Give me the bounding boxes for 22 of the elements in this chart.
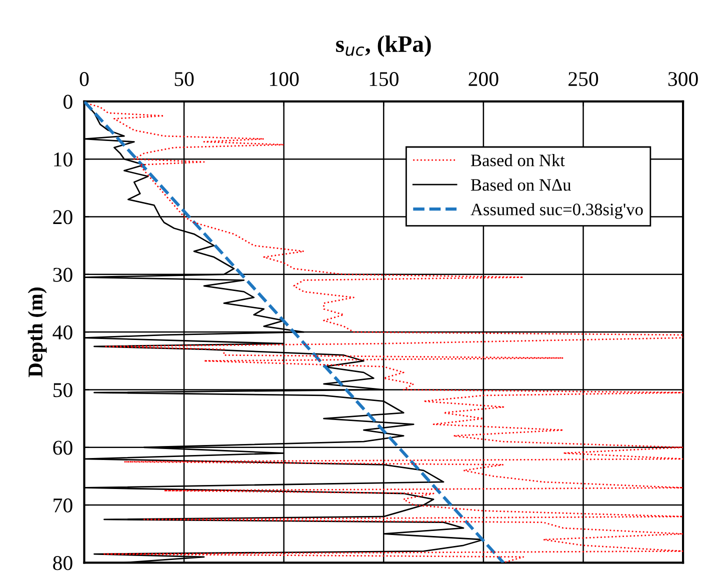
x-tick-label: 200 (468, 72, 498, 86)
legend-label: Assumed suc=0.38sig'vo (470, 203, 643, 219)
y-tick-label: 80 (53, 556, 72, 570)
x-tick-label: 100 (270, 72, 299, 86)
y-tick-label: 50 (54, 383, 72, 398)
y-axis-title: Depth (m) (28, 288, 47, 378)
legend-label: Based on NΔu (470, 178, 571, 191)
y-tick-label: 10 (54, 152, 72, 167)
x-tick-label: 50 (174, 72, 194, 86)
y-tick-label: 20 (53, 210, 72, 224)
x-tick-label: 150 (370, 72, 398, 86)
y-tick-label: 40 (52, 325, 72, 340)
x-tick-label: 0 (80, 72, 89, 86)
x-tick-label: 300 (668, 72, 698, 86)
line-series (90, 104, 684, 563)
legend-label: Based on Nkt (470, 154, 565, 166)
x-axis-title: s$_{uc}$, (kPa) (336, 35, 431, 57)
y-tick-label: 30 (53, 268, 72, 282)
y-tick-label: 60 (53, 440, 72, 455)
x-tick-label: 250 (568, 72, 598, 86)
y-tick-label: 70 (54, 498, 72, 512)
y-tick-label: 0 (64, 94, 72, 109)
